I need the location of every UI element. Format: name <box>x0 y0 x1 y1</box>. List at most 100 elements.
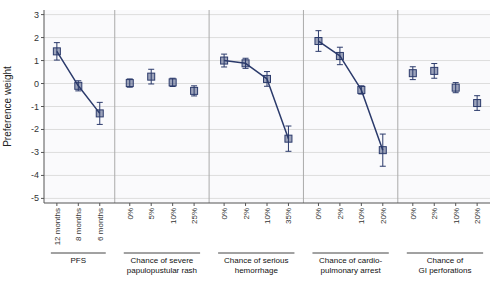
x-tick-label: 20% <box>473 208 482 224</box>
series-line <box>224 61 288 139</box>
x-tick-label: 6 months <box>96 208 105 241</box>
point <box>474 100 481 107</box>
x-tick <box>224 203 225 206</box>
x-tick-label: 10% <box>452 208 461 224</box>
group-bracket <box>218 253 294 254</box>
x-tick <box>339 203 340 206</box>
chart: 3210-1-2-3-4-5Preference weight12 months… <box>0 0 500 283</box>
error-bar-cap <box>148 83 154 84</box>
x-tick <box>172 203 173 206</box>
error-bar-cap <box>285 151 291 152</box>
x-tick-label: 0% <box>126 208 135 220</box>
x-tick-label: 0% <box>314 208 323 220</box>
error-bar <box>243 58 249 68</box>
error-bar-cap <box>75 90 81 91</box>
error-bar-cap <box>474 95 480 96</box>
y-tick-label: -4 <box>31 170 39 180</box>
group-bracket <box>312 253 388 254</box>
error-bar-cap <box>453 92 459 93</box>
group-separator <box>209 10 210 203</box>
y-tick-label: -1 <box>31 102 39 112</box>
grid-line <box>44 198 490 199</box>
x-tick-label: 2% <box>336 208 345 220</box>
x-tick <box>56 203 57 206</box>
grid-line <box>44 106 490 107</box>
point <box>75 82 82 89</box>
point <box>452 84 459 91</box>
x-tick <box>267 203 268 206</box>
x-tick <box>288 203 289 206</box>
error-bar <box>410 67 416 80</box>
error-bar-cap <box>337 47 343 48</box>
error-bar <box>170 78 176 86</box>
group-bracket <box>124 253 200 254</box>
error-bar-cap <box>97 102 103 103</box>
point <box>336 52 343 59</box>
y-tick-label: -5 <box>31 193 39 203</box>
group-label-line: GI perforations <box>419 266 472 275</box>
y-axis-line <box>44 10 45 203</box>
grid-line <box>44 152 490 153</box>
group-label-line: Chance of serious <box>224 256 288 265</box>
grid-line <box>44 14 490 15</box>
error-bar <box>75 81 81 91</box>
error-bar-cap <box>191 95 197 96</box>
error-bar <box>358 86 364 94</box>
point <box>379 147 386 154</box>
error-bar-cap <box>243 58 249 59</box>
error-bar <box>474 96 480 111</box>
group-label-line: hemorrhage <box>235 266 279 275</box>
x-tick <box>151 203 152 206</box>
point <box>221 57 228 64</box>
grid-line <box>44 60 490 61</box>
error-bar <box>127 79 133 87</box>
group-label-line: Chance of severe <box>131 256 194 265</box>
grid-line <box>44 175 490 176</box>
group-separator <box>303 10 304 203</box>
x-tick-label: 0% <box>220 208 229 220</box>
x-tick <box>434 203 435 206</box>
group-bracket <box>407 253 483 254</box>
error-bar-cap <box>410 79 416 80</box>
error-bar <box>285 126 291 151</box>
error-bar-cap <box>221 66 227 67</box>
error-bar <box>431 64 437 79</box>
group-bracket <box>51 253 106 254</box>
error-bar <box>264 72 270 87</box>
error-bar-cap <box>315 30 321 31</box>
group-label-line: papulopustular rash <box>127 266 197 275</box>
error-bar-cap <box>97 124 103 125</box>
error-bar <box>315 31 321 52</box>
x-tick-label: 25% <box>190 208 199 224</box>
point <box>431 67 438 74</box>
error-bar-cap <box>285 126 291 127</box>
error-bar <box>54 43 60 60</box>
data-group <box>53 31 480 167</box>
error-bar-cap <box>221 54 227 55</box>
group-label: Chance of serioushemorrhage <box>224 256 288 275</box>
point <box>409 70 416 77</box>
point <box>53 48 60 55</box>
error-bar-cap <box>337 64 343 65</box>
x-tick <box>455 203 456 206</box>
error-bar-cap <box>191 85 197 86</box>
x-tick <box>78 203 79 206</box>
x-tick <box>477 203 478 206</box>
x-tick <box>129 203 130 206</box>
x-tick <box>99 203 100 206</box>
error-bar-cap <box>264 86 270 87</box>
error-bar-cap <box>54 60 60 61</box>
x-tick-label: 20% <box>379 208 388 224</box>
y-tick-label: 1 <box>34 56 39 66</box>
x-tick <box>382 203 383 206</box>
plot-background <box>44 10 490 203</box>
error-bar <box>97 102 103 124</box>
x-tick-label: 10% <box>263 208 272 224</box>
y-tick-label: 3 <box>34 10 39 20</box>
x-tick-label: 5% <box>147 208 156 220</box>
error-bar-cap <box>75 80 81 81</box>
x-tick-label: 35% <box>284 208 293 224</box>
x-tick-label: 0% <box>409 208 418 220</box>
group-label: PFS <box>71 256 87 265</box>
point <box>358 86 365 93</box>
